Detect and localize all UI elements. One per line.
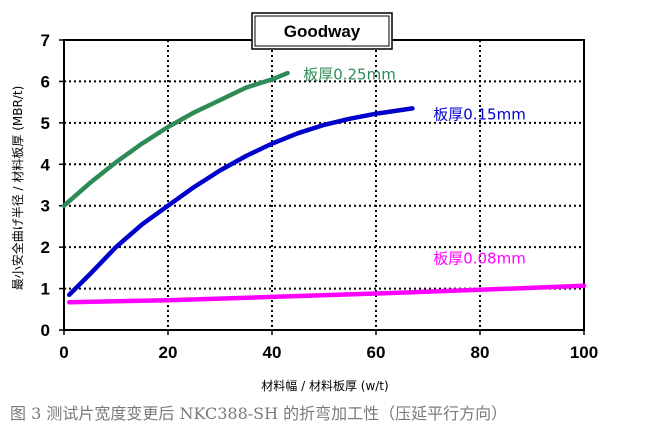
y-tick-label: 4 bbox=[41, 155, 51, 174]
y-tick-label: 6 bbox=[41, 72, 50, 91]
plot-area bbox=[63, 39, 585, 331]
x-axis-title: 材料幅 / 材料板厚 (w/t) bbox=[261, 378, 388, 393]
series-label-2: 板厚0.15mm bbox=[433, 106, 526, 124]
x-tick-label: 80 bbox=[471, 343, 490, 362]
x-tick-label: 100 bbox=[570, 343, 598, 362]
series-label-1: 板厚0.25mm bbox=[303, 65, 396, 83]
y-tick-label: 2 bbox=[41, 238, 50, 257]
x-tick-label: 20 bbox=[159, 343, 178, 362]
series-line-2 bbox=[66, 106, 415, 298]
x-tick-label: 40 bbox=[263, 343, 282, 362]
y-tick-label: 7 bbox=[41, 31, 50, 50]
y-tick-label: 0 bbox=[41, 321, 50, 340]
series-line-3 bbox=[66, 283, 587, 305]
chart-title-box-inner bbox=[254, 15, 390, 47]
y-tick-label: 1 bbox=[41, 280, 50, 299]
x-tick-label: 0 bbox=[59, 343, 68, 362]
chart-title: Goodway bbox=[284, 22, 361, 41]
y-axis-title: 最小安全曲げ半径 / 材料板厚 (MBR/t) bbox=[10, 86, 25, 291]
chart-title-box bbox=[251, 12, 393, 50]
x-tick-label: 60 bbox=[367, 343, 386, 362]
figure-caption: 图 3 测试片宽度变更后 NKC388-SH 的折弯加工性（压延平行方向） bbox=[10, 404, 508, 423]
series-line-1 bbox=[61, 70, 290, 208]
series-label-3: 板厚0.08mm bbox=[433, 250, 526, 268]
y-tick-label: 3 bbox=[41, 197, 50, 216]
chart: 0 20 40 60 80 100 0 1 2 3 4 5 6 7 板厚0.25mm 板厚0.15mm 板厚0.… bbox=[10, 12, 598, 393]
y-tick-label: 5 bbox=[41, 114, 50, 133]
